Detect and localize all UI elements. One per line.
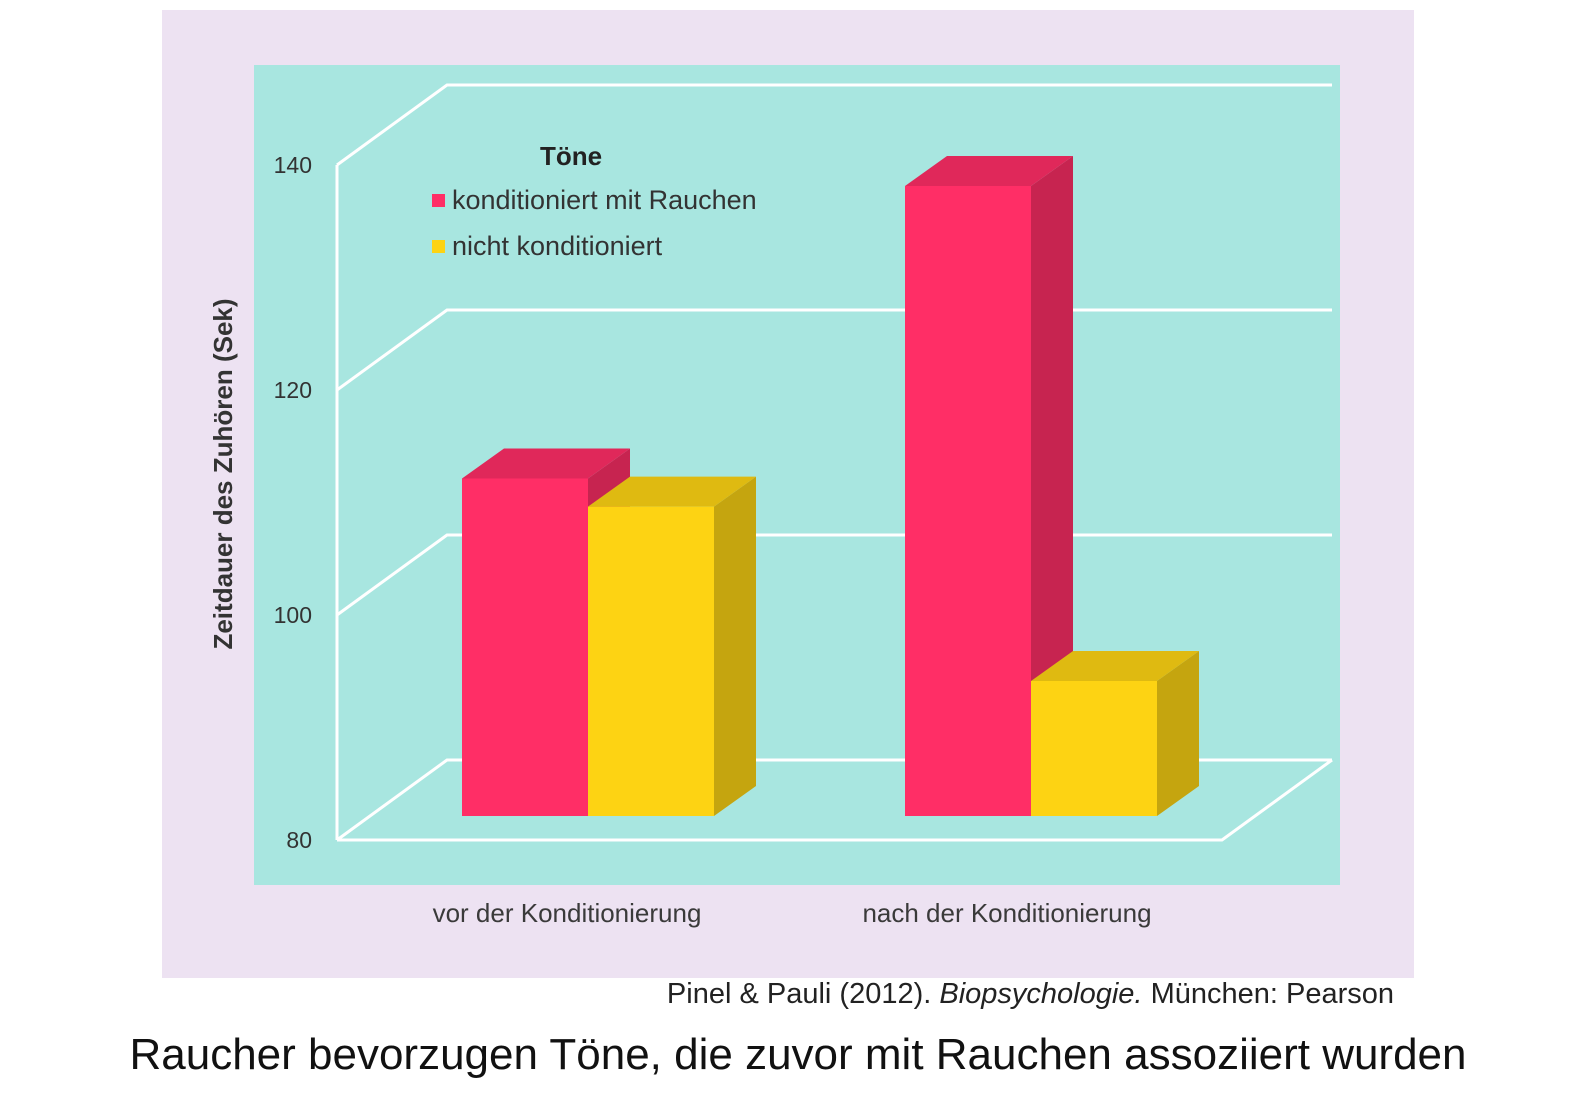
bar-side: [714, 476, 756, 816]
legend-title: Töne: [540, 141, 602, 171]
y-tick-label: 80: [286, 827, 312, 853]
bar-front: [588, 506, 714, 816]
bar-nicht-konditioniert-nach: [1031, 651, 1199, 816]
y-tick-label: 120: [274, 377, 312, 403]
y-tick-labels: 80 100 120 140: [274, 152, 312, 853]
bar-front: [1031, 681, 1157, 816]
bar-top: [588, 476, 756, 507]
gridlines: [335, 83, 1333, 842]
x-category-label: nach der Konditionierung: [862, 898, 1151, 928]
floor-line: [337, 758, 1333, 842]
legend-swatch-nicht-konditioniert: [432, 240, 445, 253]
bar-side: [1157, 651, 1199, 816]
bar-front: [462, 478, 588, 816]
slide-caption: Raucher bevorzugen Töne, die zuvor mit R…: [129, 1030, 1467, 1079]
legend-swatch-konditioniert: [432, 194, 445, 207]
citation-authors: Pinel & Pauli (2012).: [666, 978, 932, 1010]
bars: [462, 156, 1199, 816]
x-category-label: vor der Konditionierung: [433, 898, 702, 928]
citation-publisher: München: Pearson: [1150, 978, 1394, 1010]
y-axis-label: Zeitdauer des Zuhören (Sek): [208, 298, 238, 649]
bar-konditioniert-nach: [905, 156, 1073, 816]
gridline: [336, 83, 1332, 167]
bar-side: [1031, 156, 1073, 816]
legend-label-nicht-konditioniert: nicht konditioniert: [452, 231, 663, 261]
bar-nicht-konditioniert-vor: [588, 476, 756, 816]
bar-chart: 80 100 120 140 vor der Konditionierung nach …: [208, 65, 1340, 928]
y-tick-label: 100: [274, 602, 312, 628]
bar-top: [905, 156, 1073, 186]
citation-book: Biopsychologie.: [939, 978, 1143, 1010]
bar-top: [1031, 651, 1199, 681]
y-tick-label: 140: [274, 152, 312, 178]
legend: Töne konditioniert mit Rauchen nicht kon…: [432, 141, 757, 261]
legend-label-konditioniert: konditioniert mit Rauchen: [452, 185, 757, 215]
x-category-labels: vor der Konditionierung nach der Konditio…: [433, 898, 1152, 928]
chart-frame: 80 100 120 140 vor der Konditionierung nach …: [162, 10, 1414, 978]
citation: Pinel & Pauli (2012). Biopsychologie. Mü…: [667, 978, 1394, 1011]
bar-front: [905, 186, 1031, 816]
bar-top: [462, 448, 630, 479]
